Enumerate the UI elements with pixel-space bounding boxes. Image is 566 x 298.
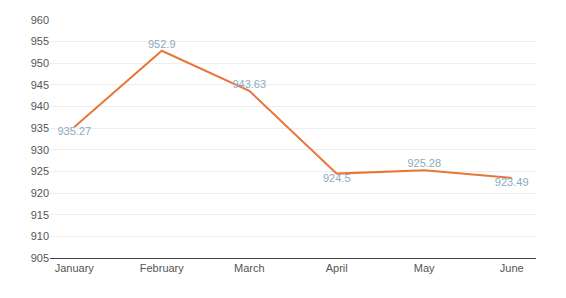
svg-text:925.28: 925.28 bbox=[407, 157, 441, 169]
svg-text:930: 930 bbox=[31, 144, 49, 156]
svg-text:935: 935 bbox=[31, 122, 49, 134]
svg-text:905: 905 bbox=[31, 252, 49, 264]
svg-text:925: 925 bbox=[31, 165, 49, 177]
svg-text:945: 945 bbox=[31, 79, 49, 91]
svg-text:923.49: 923.49 bbox=[495, 176, 529, 188]
svg-text:924.5: 924.5 bbox=[323, 172, 351, 184]
svg-text:960: 960 bbox=[31, 14, 49, 26]
svg-text:January: January bbox=[55, 262, 95, 274]
svg-text:May: May bbox=[414, 262, 435, 274]
svg-text:March: March bbox=[234, 262, 265, 274]
svg-text:April: April bbox=[326, 262, 348, 274]
svg-text:June: June bbox=[500, 262, 524, 274]
svg-text:February: February bbox=[140, 262, 185, 274]
svg-text:943.63: 943.63 bbox=[232, 78, 266, 90]
svg-text:955: 955 bbox=[31, 35, 49, 47]
svg-text:952.9: 952.9 bbox=[148, 38, 176, 50]
svg-text:950: 950 bbox=[31, 57, 49, 69]
svg-text:940: 940 bbox=[31, 100, 49, 112]
svg-text:920: 920 bbox=[31, 187, 49, 199]
svg-text:915: 915 bbox=[31, 209, 49, 221]
svg-text:935.27: 935.27 bbox=[57, 125, 91, 137]
svg-text:910: 910 bbox=[31, 230, 49, 242]
